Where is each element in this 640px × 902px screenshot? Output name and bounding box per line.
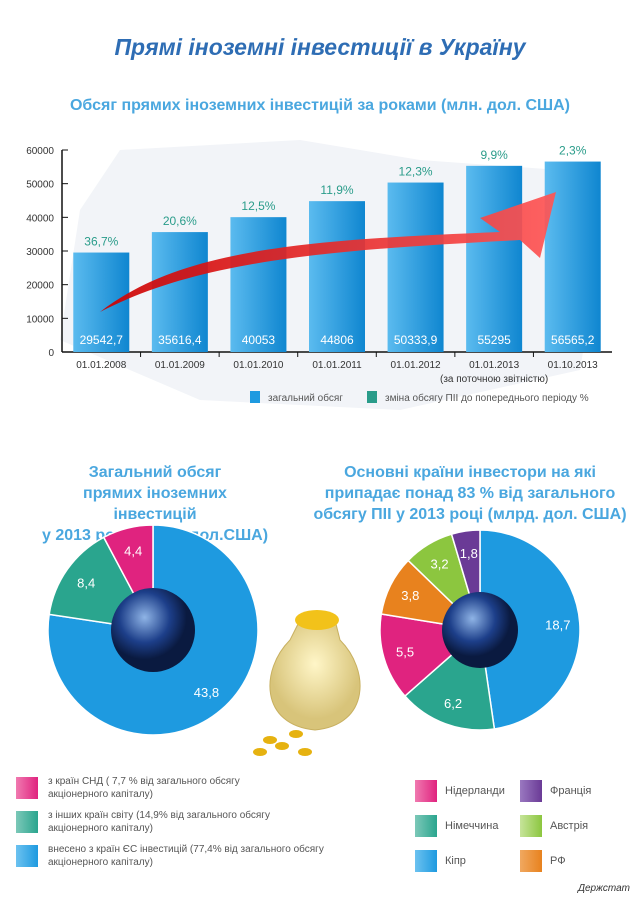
coin — [263, 736, 277, 744]
bar-chart: 0 10000 20000 30000 40000 50000 60000 29542,7 36… — [26, 140, 612, 410]
bar-value-label: 56565,2 — [551, 333, 595, 347]
legend-label: з країн СНД ( 7,7 % від загального обсяг… — [48, 776, 240, 800]
bar-value-label: 50333,9 — [394, 333, 438, 347]
bar-value-label: 29542,7 — [80, 333, 124, 347]
y-tick-label: 10000 — [26, 314, 54, 325]
y-tick-label: 60000 — [26, 146, 54, 157]
coin — [253, 748, 267, 756]
pie-slice-label: 18,7 — [545, 617, 570, 632]
bar — [387, 182, 444, 352]
legend-swatch-pct — [367, 391, 377, 403]
bar-value-label: 44806 — [320, 333, 354, 347]
pct-change-label: 36,7% — [84, 235, 118, 249]
x-tick-label: 01.01.2008 — [76, 360, 126, 371]
pct-change-label: 12,3% — [399, 165, 433, 179]
legend-label: Австрія — [550, 820, 589, 832]
legend-swatch-total — [250, 391, 260, 403]
bag-body — [269, 619, 361, 731]
globe-icon — [111, 588, 195, 672]
x-tick-label: 01.01.2013 — [469, 360, 519, 371]
pct-change-label: 9,9% — [480, 148, 508, 162]
legend-swatch-other — [16, 811, 38, 833]
bar — [151, 232, 208, 352]
coin — [289, 730, 303, 738]
bar-value-label: 35616,4 — [158, 333, 202, 347]
y-tick-label: 40000 — [26, 213, 54, 224]
bar-value-label: 40053 — [242, 333, 276, 347]
legend-label: з інших країн світу (14,9% від загальног… — [48, 810, 270, 834]
legend-label: РФ — [550, 855, 566, 867]
coin — [298, 748, 312, 756]
legend-label: Німеччина — [445, 820, 499, 832]
y-tick-label: 30000 — [26, 247, 54, 258]
pie-slice-label: 1,8 — [460, 546, 478, 561]
pie-charts: 43,8 8,4 4,4 18,7 6,2 5,5 3,8 3,2 1,8 — [47, 524, 581, 756]
pie-slice-label: 8,4 — [77, 576, 95, 591]
legend-label: внесено з країн ЄС інвестицій (77,4% від… — [48, 844, 324, 868]
coin — [275, 742, 289, 750]
pct-change-label: 20,6% — [163, 214, 197, 228]
legend-label: загальний обсяг — [268, 392, 343, 404]
globe-icon — [442, 592, 518, 668]
pie-slice-label: 4,4 — [124, 544, 142, 559]
coins-in-bag — [295, 610, 339, 630]
bar-chart-title: Обсяг прямих іноземних інвестицій за рок… — [69, 97, 570, 114]
bar — [309, 201, 365, 352]
legend-swatch-cy — [415, 850, 437, 872]
x-tick-note: (за поточною звітністю) — [440, 374, 548, 385]
pie-slice — [47, 524, 259, 736]
title-line: Загальний обсяг — [88, 464, 222, 481]
legend-swatch-at — [520, 815, 542, 837]
money-bag-icon — [253, 610, 361, 756]
pct-change-label: 12,5% — [241, 199, 275, 213]
legend-swatch-nl — [415, 780, 437, 802]
bar — [544, 161, 601, 352]
legend-label: Нідерланди — [445, 785, 505, 797]
title-line: обсягу ПІІ у 2013 році (млрд. дол. США) — [313, 506, 627, 523]
pie-slice-label: 3,2 — [431, 556, 449, 571]
legend-label: зміна обсягу ПІІ до попереднього періоду… — [385, 392, 589, 404]
y-tick-label: 20000 — [26, 281, 54, 292]
y-tick-label: 50000 — [26, 180, 54, 191]
legend-swatch-eu — [16, 845, 38, 867]
left-pie-legend: з країн СНД ( 7,7 % від загального обсяг… — [16, 775, 324, 875]
x-tick-label: 01.01.2009 — [155, 360, 205, 371]
pie-slice-label: 5,5 — [396, 645, 414, 660]
bar — [466, 165, 523, 352]
page-title: Прямі іноземні інвестиції в Україну — [114, 34, 526, 60]
pie-slice-label: 3,8 — [401, 588, 419, 603]
legend-label: Кіпр — [445, 855, 466, 867]
pct-change-label: 11,9% — [320, 183, 353, 197]
x-tick-label: 01.01.2011 — [312, 360, 362, 371]
bar — [230, 217, 287, 352]
bar-value-label: 55295 — [477, 333, 511, 347]
left-pie-title: Загальний обсяг прямих іноземних інвести… — [40, 462, 270, 546]
pie-slice-label: 6,2 — [444, 696, 462, 711]
right-pie-legend: Нідерланди Франція Німеччина Австрія Кіп… — [415, 780, 635, 880]
pie-slice-label: 43,8 — [194, 685, 219, 700]
x-tick-label: 01.01.2012 — [391, 360, 441, 371]
right-pie-title: Основні країни інвестори на які припадає… — [300, 462, 640, 525]
legend-label: Франція — [550, 785, 592, 797]
legend-swatch-ru — [520, 850, 542, 872]
source-label: Держстат — [577, 883, 630, 894]
legend-swatch-cis — [16, 777, 38, 799]
y-tick-label: 0 — [48, 348, 54, 359]
title-line: Основні країни інвестори на які — [344, 464, 596, 481]
pie-slice — [479, 529, 581, 730]
legend-swatch-fr — [520, 780, 542, 802]
legend-swatch-de — [415, 815, 437, 837]
pct-change-label: 2,3% — [559, 144, 587, 158]
x-tick-label: 01.10.2013 — [548, 360, 598, 371]
title-line: прямих іноземних інвестицій — [83, 485, 227, 523]
growth-arrow — [100, 192, 556, 312]
x-tick-label: 01.01.2010 — [233, 360, 283, 371]
title-line: припадає понад 83 % від загального — [324, 485, 616, 502]
